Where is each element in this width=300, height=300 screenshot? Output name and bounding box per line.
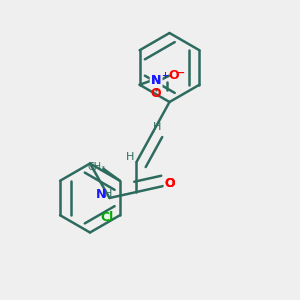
Text: H: H xyxy=(152,122,161,132)
Text: N: N xyxy=(96,188,106,201)
Text: H: H xyxy=(103,189,112,200)
Text: O: O xyxy=(151,87,161,100)
Text: N: N xyxy=(151,74,161,87)
Text: +: + xyxy=(161,71,168,80)
Text: O: O xyxy=(165,177,176,190)
Text: CH₃: CH₃ xyxy=(88,162,106,172)
Text: N: N xyxy=(151,74,161,87)
Text: O: O xyxy=(165,177,176,190)
Text: −: − xyxy=(177,68,185,78)
Text: Cl: Cl xyxy=(101,211,114,224)
Text: O: O xyxy=(169,69,179,82)
Text: H: H xyxy=(126,152,134,162)
